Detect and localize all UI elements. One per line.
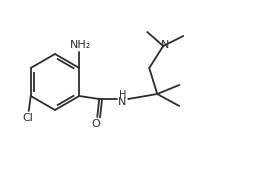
Text: O: O [92, 119, 101, 129]
Text: N: N [161, 40, 169, 50]
Text: N: N [118, 97, 126, 107]
Text: Cl: Cl [22, 113, 33, 123]
Text: NH₂: NH₂ [70, 40, 91, 50]
Text: H: H [119, 90, 126, 100]
